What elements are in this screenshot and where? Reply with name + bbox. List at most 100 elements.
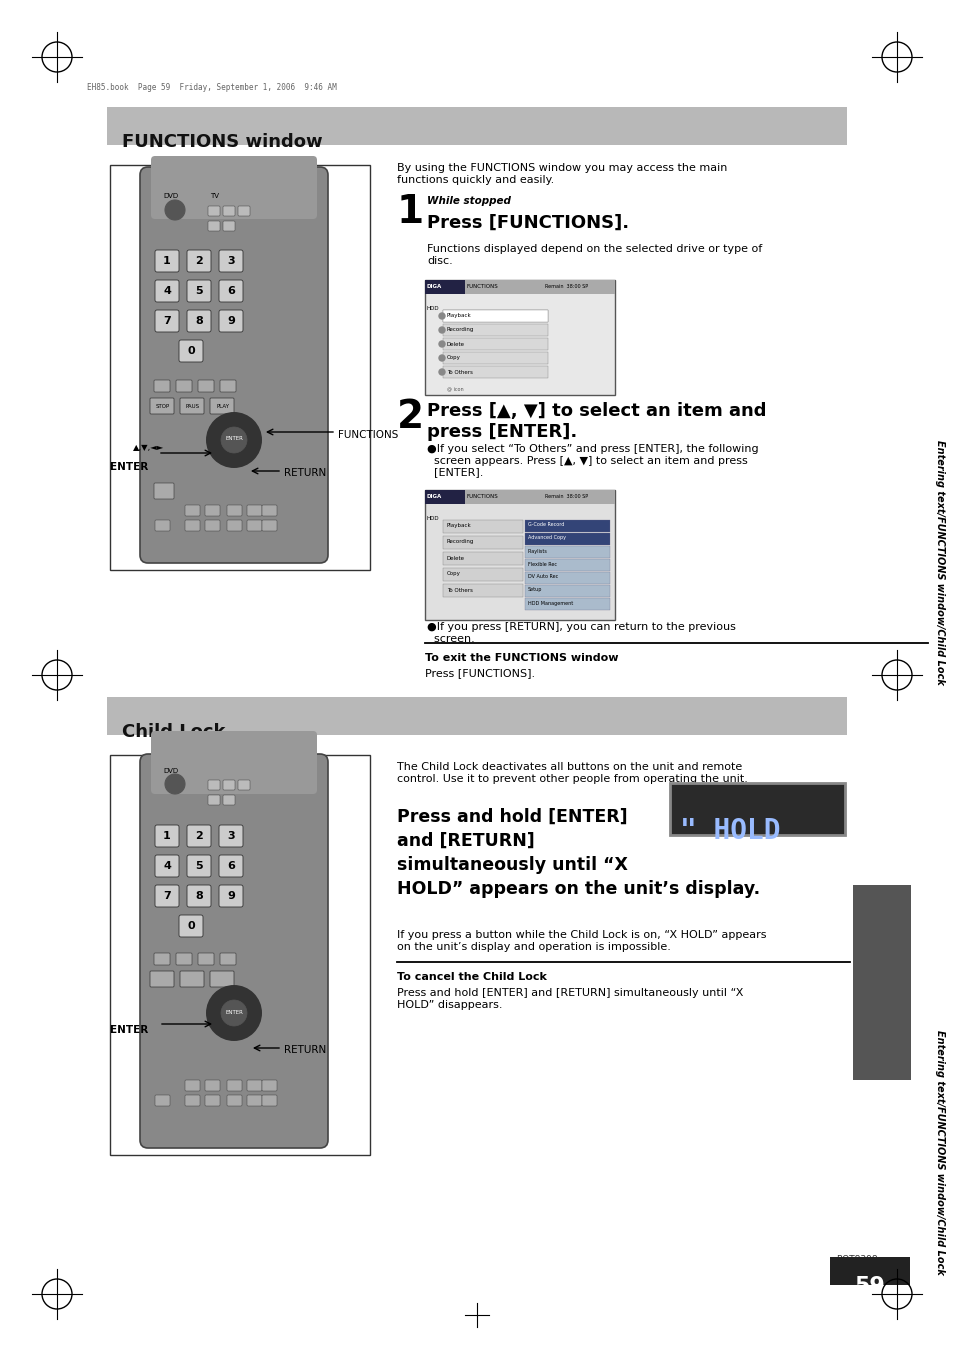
Text: Copy: Copy	[447, 355, 460, 361]
Text: Recording: Recording	[447, 539, 474, 544]
Bar	[107, 697, 846, 735]
Text: The Child Lock deactivates all buttons on the unit and remote
control. Use it to: The Child Lock deactivates all buttons o…	[396, 762, 747, 784]
Circle shape	[438, 313, 444, 319]
Text: 8: 8	[195, 892, 203, 901]
FancyBboxPatch shape	[154, 825, 179, 847]
FancyBboxPatch shape	[154, 280, 179, 303]
Text: ENTER: ENTER	[225, 1009, 243, 1015]
FancyBboxPatch shape	[154, 250, 179, 272]
Text: @ icon: @ icon	[447, 386, 463, 390]
Text: Press [FUNCTIONS].: Press [FUNCTIONS].	[427, 213, 628, 232]
Bar	[524, 598, 609, 611]
Bar	[424, 490, 615, 504]
Text: RETURN: RETURN	[284, 467, 326, 478]
Bar	[442, 536, 522, 549]
Text: FUNCTIONS: FUNCTIONS	[337, 430, 398, 440]
Text: Press [▲, ▼] to select an item and
press [ENTER].: Press [▲, ▼] to select an item and press…	[427, 403, 765, 440]
Text: HOLD” appears on the unit’s display.: HOLD” appears on the unit’s display.	[396, 880, 760, 898]
FancyBboxPatch shape	[198, 952, 213, 965]
FancyBboxPatch shape	[187, 855, 211, 877]
Text: 2: 2	[195, 831, 203, 842]
Text: Playback: Playback	[447, 313, 471, 319]
FancyBboxPatch shape	[153, 380, 170, 392]
FancyBboxPatch shape	[208, 205, 220, 216]
Bar	[669, 784, 844, 835]
Bar	[524, 571, 609, 584]
Bar	[442, 366, 547, 378]
Text: ▲,▼,◄►: ▲,▼,◄►	[132, 443, 164, 453]
FancyBboxPatch shape	[219, 250, 243, 272]
Bar	[442, 520, 522, 534]
FancyBboxPatch shape	[210, 971, 233, 988]
Text: DV Auto Rec: DV Auto Rec	[527, 574, 558, 580]
Bar	[524, 520, 609, 532]
Text: Press and hold [ENTER] and [RETURN] simultaneously until “X
HOLD” disappears.: Press and hold [ENTER] and [RETURN] simu…	[396, 988, 742, 1009]
Circle shape	[206, 412, 262, 467]
Bar	[424, 490, 464, 504]
Text: To exit the FUNCTIONS window: To exit the FUNCTIONS window	[424, 653, 618, 663]
Text: and [RETURN]: and [RETURN]	[396, 832, 535, 850]
FancyBboxPatch shape	[227, 505, 242, 516]
FancyBboxPatch shape	[187, 825, 211, 847]
FancyBboxPatch shape	[205, 520, 220, 531]
Text: Copy: Copy	[447, 571, 460, 577]
Text: If you press a button while the Child Lock is on, “X HOLD” appears
on the unit’s: If you press a button while the Child Lo…	[396, 929, 765, 951]
FancyBboxPatch shape	[237, 205, 250, 216]
Bar	[524, 585, 609, 597]
Bar	[442, 338, 547, 350]
FancyBboxPatch shape	[247, 520, 262, 531]
Circle shape	[438, 355, 444, 361]
FancyBboxPatch shape	[237, 780, 250, 790]
FancyBboxPatch shape	[185, 505, 200, 516]
Bar	[424, 490, 615, 620]
Text: HDD: HDD	[427, 305, 439, 311]
Text: DVD: DVD	[163, 767, 178, 774]
FancyBboxPatch shape	[187, 250, 211, 272]
Text: To cancel the Child Lock: To cancel the Child Lock	[396, 971, 546, 982]
Text: PAUS: PAUS	[186, 404, 200, 408]
Text: 9: 9	[227, 892, 234, 901]
Text: Entering text/FUNCTIONS window/Child Lock: Entering text/FUNCTIONS window/Child Loc…	[934, 1029, 944, 1275]
FancyBboxPatch shape	[140, 168, 328, 563]
Text: 7: 7	[163, 892, 171, 901]
Bar	[524, 534, 609, 544]
Circle shape	[221, 1000, 247, 1025]
Text: Child Lock: Child Lock	[122, 723, 225, 740]
FancyBboxPatch shape	[262, 520, 276, 531]
Bar	[110, 755, 370, 1155]
FancyBboxPatch shape	[198, 380, 213, 392]
FancyBboxPatch shape	[262, 1079, 276, 1092]
Circle shape	[206, 985, 262, 1042]
FancyBboxPatch shape	[210, 399, 233, 413]
Text: ENTER: ENTER	[225, 436, 243, 442]
Text: While stopped: While stopped	[427, 196, 511, 205]
Text: ●If you press [RETURN], you can return to the previous
  screen.: ●If you press [RETURN], you can return t…	[427, 621, 735, 643]
Circle shape	[438, 340, 444, 347]
FancyBboxPatch shape	[219, 825, 243, 847]
Text: FUNCTIONS: FUNCTIONS	[467, 285, 498, 289]
Text: ENTER: ENTER	[110, 1025, 148, 1035]
Bar	[524, 546, 609, 558]
Bar	[442, 309, 547, 322]
Text: Remain  38:00 SP: Remain 38:00 SP	[544, 494, 587, 500]
FancyBboxPatch shape	[247, 505, 262, 516]
Text: " HOLD: " HOLD	[679, 817, 780, 844]
Text: 1: 1	[396, 193, 424, 231]
Text: 5: 5	[195, 286, 203, 296]
Text: To Others: To Others	[447, 370, 473, 374]
Bar	[442, 567, 522, 581]
FancyBboxPatch shape	[223, 780, 234, 790]
FancyBboxPatch shape	[208, 780, 220, 790]
Text: HDD Management: HDD Management	[527, 600, 573, 605]
Text: 0: 0	[187, 921, 194, 931]
Circle shape	[438, 327, 444, 332]
Text: FUNCTIONS: FUNCTIONS	[467, 494, 498, 500]
FancyBboxPatch shape	[223, 205, 234, 216]
Bar	[107, 107, 846, 145]
FancyBboxPatch shape	[247, 1096, 262, 1106]
FancyBboxPatch shape	[205, 1096, 220, 1106]
FancyBboxPatch shape	[154, 520, 170, 531]
Text: Press and hold [ENTER]: Press and hold [ENTER]	[396, 808, 627, 825]
Text: 2: 2	[195, 255, 203, 266]
FancyBboxPatch shape	[185, 520, 200, 531]
